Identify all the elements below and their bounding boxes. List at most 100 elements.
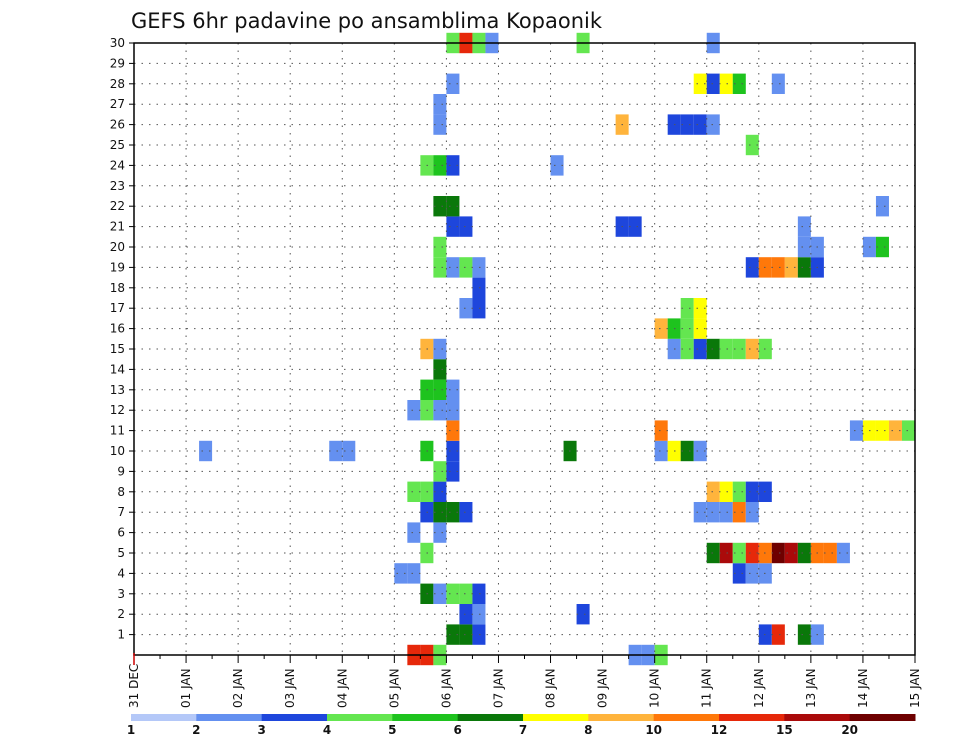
precip-cell (693, 318, 707, 339)
precip-cell (446, 461, 460, 482)
colorbar-label: 15 (776, 723, 793, 737)
precip-cell (550, 155, 564, 176)
colorbar-swatch (327, 714, 393, 721)
precip-cell (732, 542, 746, 564)
y-axis: 1234567891011121314151617181920212223242… (110, 36, 134, 642)
precip-cell (407, 563, 421, 584)
precip-cell (719, 542, 733, 564)
precip-cell (680, 114, 694, 135)
precip-cell (446, 440, 460, 462)
y-tick-label: 6 (117, 526, 125, 540)
precip-cell (433, 502, 447, 523)
precip-cell (446, 583, 460, 604)
precip-cell (433, 155, 447, 176)
precip-cell (472, 604, 486, 625)
precip-cell (797, 624, 811, 645)
precip-cell (693, 73, 707, 94)
precip-cell (433, 257, 447, 278)
y-tick-label: 19 (110, 260, 125, 274)
precip-cell (875, 420, 889, 441)
precip-cell (888, 420, 902, 441)
y-tick-label: 22 (110, 199, 125, 213)
colorbar-label: 6 (453, 723, 461, 737)
grid-layer (134, 43, 915, 655)
x-tick-label: 03 JAN (283, 668, 297, 708)
colorbar-swatch (131, 714, 197, 721)
precip-cell (433, 338, 447, 360)
colorbar-label: 8 (584, 723, 592, 737)
precip-cell (680, 338, 694, 360)
precip-cell (680, 318, 694, 339)
precip-cell (446, 257, 460, 278)
colorbar-swatch (392, 714, 459, 721)
colorbar-swatch (457, 714, 524, 721)
precip-cell (706, 114, 720, 135)
precip-cell (654, 440, 668, 462)
precip-cell (732, 481, 746, 502)
x-tick-label: 07 JAN (491, 668, 505, 708)
precip-cell (433, 359, 447, 380)
precip-cell (706, 502, 720, 523)
x-tick-label: 11 JAN (700, 668, 714, 708)
precip-cell (706, 542, 720, 564)
precip-cell (446, 400, 460, 421)
colorbar: 1 2 3 4 5 6 7 8 10 12 15 20 (127, 714, 916, 737)
precip-cell (745, 502, 759, 523)
precip-cell (446, 420, 460, 441)
precip-cell (797, 257, 811, 278)
y-tick-label: 24 (110, 158, 125, 172)
y-tick-label: 9 (117, 464, 125, 478)
precip-cell (875, 236, 889, 258)
precip-cell (433, 583, 447, 604)
x-tick-label: 06 JAN (439, 668, 453, 708)
chart-title: GEFS 6hr padavine po ansamblima Kopaonik (131, 9, 603, 33)
precip-cell (433, 94, 447, 115)
precip-cell (433, 481, 447, 502)
precip-cell (446, 624, 460, 645)
colorbar-swatch (784, 714, 851, 721)
precip-cell (407, 481, 421, 502)
y-tick-label: 11 (110, 424, 125, 438)
colorbar-swatch (719, 714, 785, 721)
precip-cell (732, 73, 746, 94)
precip-cell (433, 461, 447, 482)
precip-cell (745, 563, 759, 584)
precip-cell (433, 400, 447, 421)
precip-cell (732, 563, 746, 584)
y-tick-label: 27 (110, 97, 125, 111)
x-tick-label: 31 DEC (127, 664, 141, 708)
y-tick-label: 18 (110, 281, 125, 295)
precip-cell (329, 440, 343, 462)
precip-cell (628, 216, 642, 237)
y-tick-label: 5 (117, 546, 125, 560)
y-tick-label: 28 (110, 77, 125, 91)
colorbar-swatch (849, 714, 916, 721)
precip-cell (771, 624, 785, 645)
y-tick-label: 25 (110, 138, 125, 152)
x-tick-label: 14 JAN (856, 668, 870, 708)
precip-cell (849, 420, 863, 441)
y-tick-label: 1 (117, 628, 125, 642)
precip-cell (433, 196, 447, 217)
colorbar-swatch (588, 714, 655, 721)
precip-cell (472, 277, 486, 298)
precip-cell (771, 257, 785, 278)
precip-cell (459, 216, 473, 237)
precip-cell (433, 236, 447, 258)
precip-cell (199, 440, 213, 462)
precip-cell (719, 73, 733, 94)
precip-cell (745, 481, 759, 502)
precip-cell (693, 298, 707, 319)
precip-cell (394, 563, 408, 584)
precip-cell (680, 440, 694, 462)
y-tick-label: 7 (117, 505, 125, 519)
x-tick-label: 04 JAN (335, 668, 349, 708)
colorbar-label: 1 (127, 723, 135, 737)
precip-cell (446, 216, 460, 237)
colorbar-label: 4 (323, 723, 331, 737)
x-tick-label: 09 JAN (596, 668, 610, 708)
colorbar-label: 20 (841, 723, 858, 737)
precip-cell (706, 481, 720, 502)
y-tick-label: 16 (110, 322, 125, 336)
x-tick-label: 10 JAN (648, 668, 662, 708)
